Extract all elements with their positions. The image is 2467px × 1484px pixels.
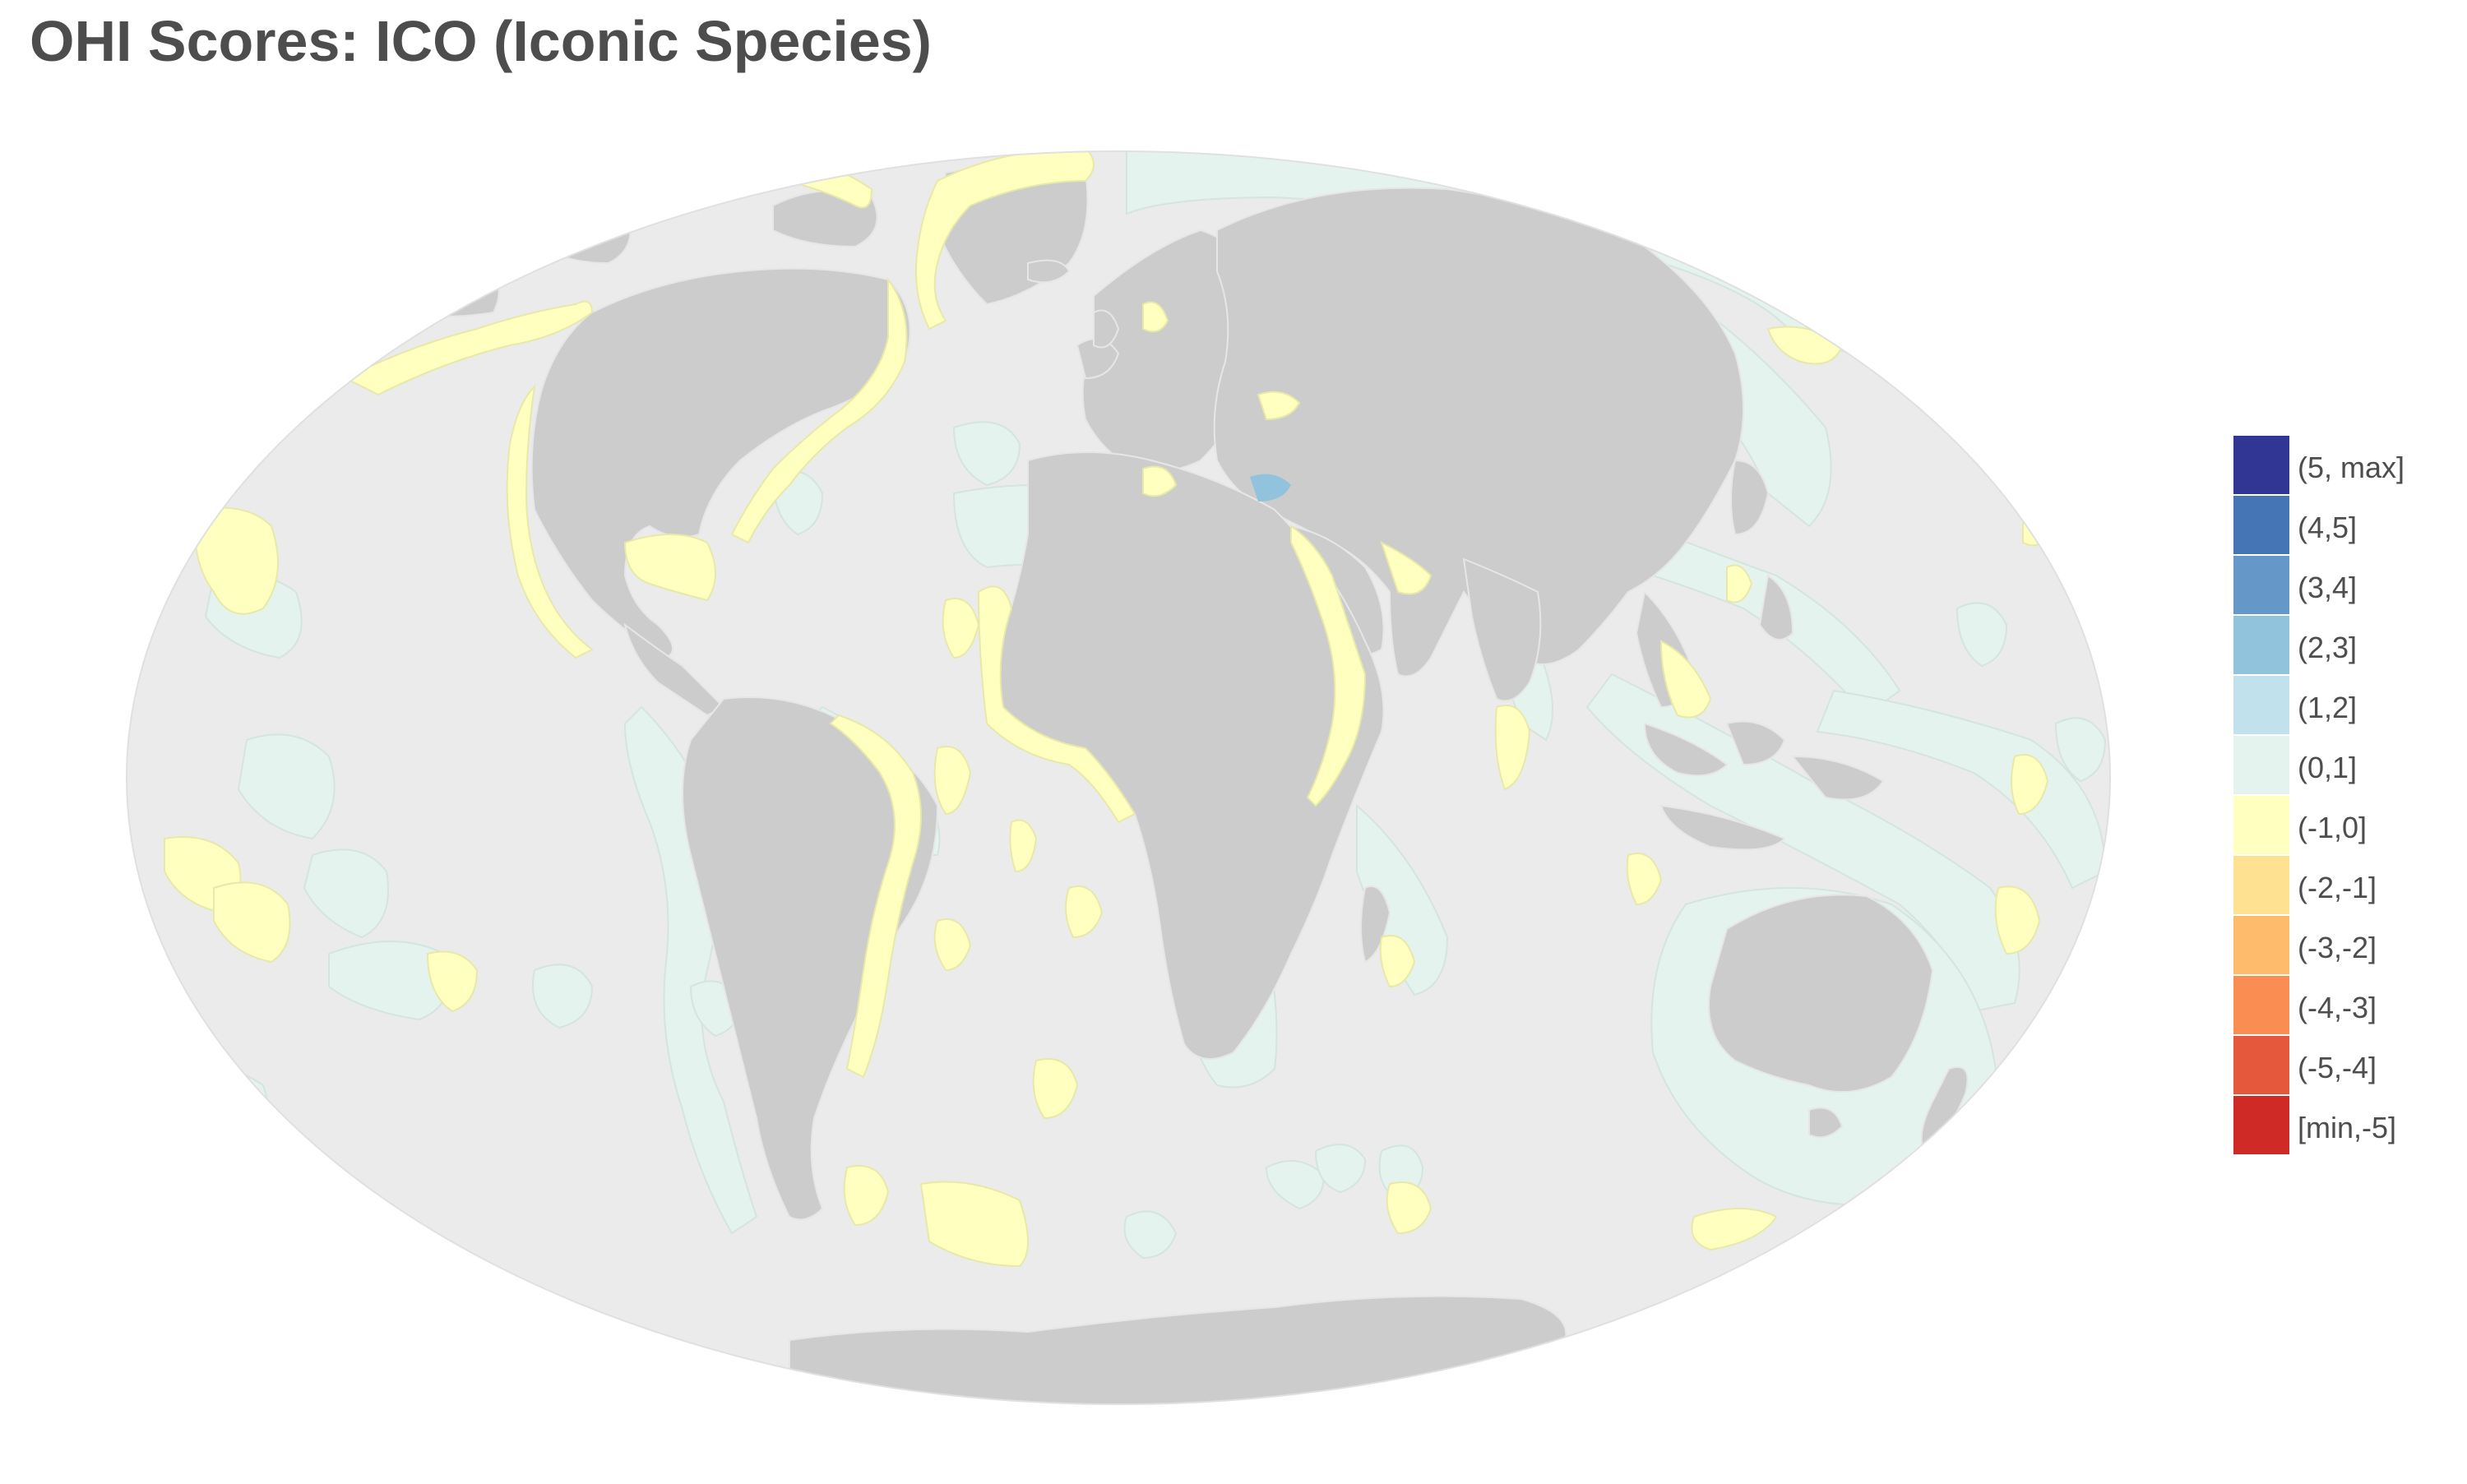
legend-label: (5, max] [2298,451,2405,484]
legend-swatch [2233,436,2289,496]
legend-item: (-5,-4] [2233,1036,2447,1096]
legend-item: (3,4] [2233,556,2447,616]
legend-swatch [2233,676,2289,736]
legend-label: (2,3] [2298,631,2358,664]
legend-label: (-1,0] [2298,811,2367,844]
eez-positive-zone [1250,474,1291,502]
legend-label: (1,2] [2298,691,2358,724]
legend-swatch [2233,916,2289,976]
legend-swatch [2233,976,2289,1036]
legend-swatch [2233,1036,2289,1096]
legend-label: (-3,-2] [2298,931,2377,964]
globe-outline [126,150,2111,1405]
legend-item: (4,5] [2233,496,2447,556]
legend-label: (4,5] [2298,511,2358,544]
land-masses [352,164,1969,1404]
legend-swatch [2233,796,2289,856]
legend-swatch [2233,736,2289,796]
legend-item: (-1,0] [2233,796,2447,856]
legend-swatch [2233,556,2289,616]
legend-swatch [2233,496,2289,556]
legend-item: (-4,-3] [2233,976,2447,1036]
legend-item: [min,-5] [2233,1096,2447,1156]
legend-item: (-3,-2] [2233,916,2447,976]
legend-label: (3,4] [2298,571,2358,604]
legend: (5, max] (4,5] (3,4] (2,3] (1,2] (0,1] (… [2233,436,2447,1156]
legend-item: (1,2] [2233,676,2447,736]
legend-swatch [2233,1096,2289,1156]
legend-item: (2,3] [2233,616,2447,676]
legend-item: (5, max] [2233,436,2447,496]
legend-item: (0,1] [2233,736,2447,796]
legend-label: (-2,-1] [2298,871,2377,904]
legend-swatch [2233,856,2289,916]
legend-label: [min,-5] [2298,1111,2397,1144]
map-title: OHI Scores: ICO (Iconic Species) [30,9,932,73]
legend-label: (-4,-3] [2298,991,2377,1024]
eez-negative-zones [164,151,2049,1268]
legend-label: (-5,-4] [2298,1051,2377,1084]
legend-item: (-2,-1] [2233,856,2447,916]
legend-swatch [2233,616,2289,676]
legend-label: (0,1] [2298,751,2358,784]
